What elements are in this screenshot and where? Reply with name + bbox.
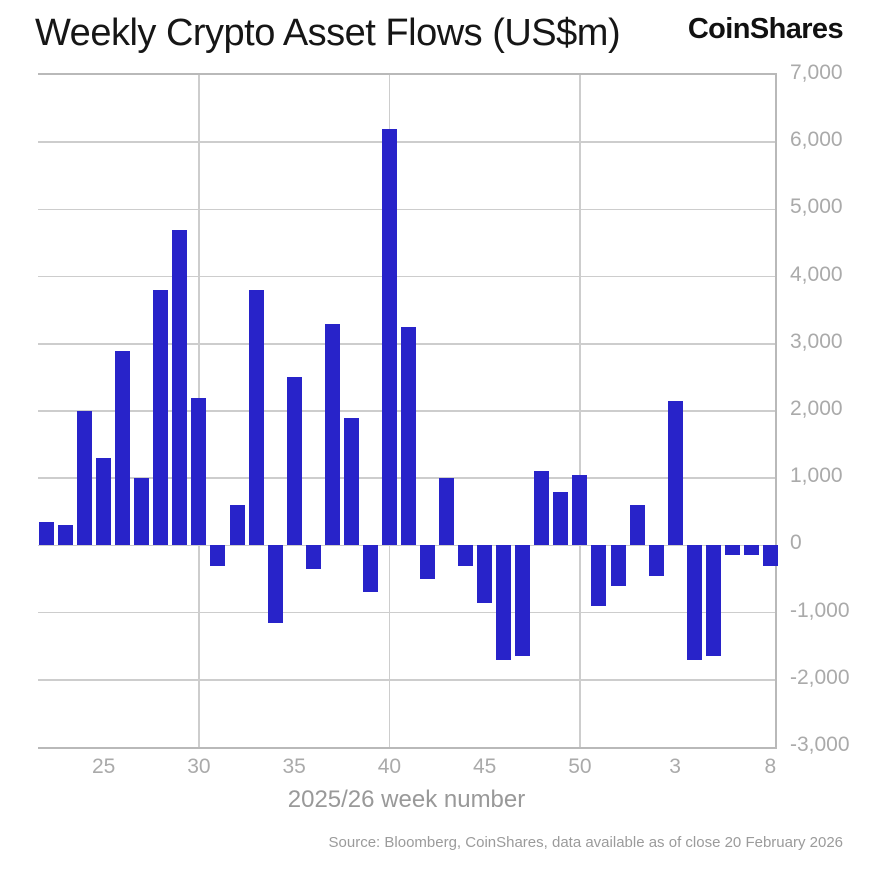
bar-week-35 [286,377,302,546]
bar-week-34 [267,545,283,623]
bar-week-26 [115,350,131,546]
plot-area [38,73,778,749]
bar-week-33 [248,290,264,546]
hgridline-0 [38,544,775,547]
bar-week-22 [39,521,54,546]
hgridline--2000 [38,679,775,681]
bar-week-8 [762,545,778,566]
bar-week-7 [743,545,759,556]
bar-week-52 [610,545,626,586]
y-tick-1000: 1,000 [790,464,843,488]
bar-week-2 [648,545,664,576]
bar-week-3 [667,400,683,546]
vgridline-week-50 [579,75,581,747]
bar-week-24 [77,411,93,546]
bar-week-43 [439,478,455,546]
y-tick--3000: -3,000 [790,733,850,756]
bar-week-6 [724,545,740,556]
y-tick--1000: -1,000 [790,598,850,622]
y-tick-0: 0 [790,531,802,555]
bar-week-28 [153,290,169,546]
bar-week-25 [96,458,112,546]
y-tick-7000: 7,000 [790,61,843,84]
source-note: Source: Bloomberg, CoinShares, data avai… [328,834,843,851]
y-tick--2000: -2,000 [790,665,850,689]
bar-week-27 [134,478,150,546]
y-tick-6000: 6,000 [790,128,843,152]
bar-week-5 [705,545,721,657]
bar-week-47 [515,545,531,657]
page-title: Weekly Crypto Asset Flows (US$m) [35,12,621,54]
bar-week-37 [324,323,340,546]
y-tick-2000: 2,000 [790,397,843,420]
bar-week-46 [496,545,512,660]
y-tick-4000: 4,000 [790,262,843,286]
x-tick-30: 30 [187,755,211,778]
bar-week-1 [629,505,645,546]
x-tick-25: 25 [91,755,116,778]
bar-week-4 [686,545,702,660]
hgridline-6000 [38,141,775,143]
hgridline--1000 [38,611,775,614]
x-tick-50: 50 [568,755,592,778]
bar-week-51 [591,545,607,606]
hgridline-4000 [38,275,775,278]
bar-week-50 [572,474,588,546]
bar-week-39 [362,545,378,593]
x-tick-35: 35 [282,755,306,778]
bar-week-48 [534,471,550,546]
y-tick-3000: 3,000 [790,329,843,353]
bar-week-32 [229,505,245,546]
bar-week-38 [343,417,359,546]
y-tick-5000: 5,000 [790,195,843,219]
bar-week-45 [477,545,493,603]
x-tick-45: 45 [472,755,497,778]
bar-week-29 [172,229,188,546]
bar-week-23 [58,525,74,546]
x-tick-8: 8 [764,755,777,778]
x-tick-40: 40 [377,755,402,778]
bar-week-44 [458,545,474,566]
x-tick-3: 3 [669,755,681,778]
hgridline-5000 [38,208,775,211]
bar-week-31 [210,545,226,566]
bar-week-41 [400,327,416,546]
x-axis-title: 2025/26 week number [287,786,526,813]
bar-week-42 [420,545,435,579]
bar-week-49 [553,491,569,546]
coinshares-logo: CoinShares [687,13,844,45]
bar-week-40 [381,128,397,546]
bar-week-30 [191,397,207,546]
bar-week-36 [305,545,321,569]
